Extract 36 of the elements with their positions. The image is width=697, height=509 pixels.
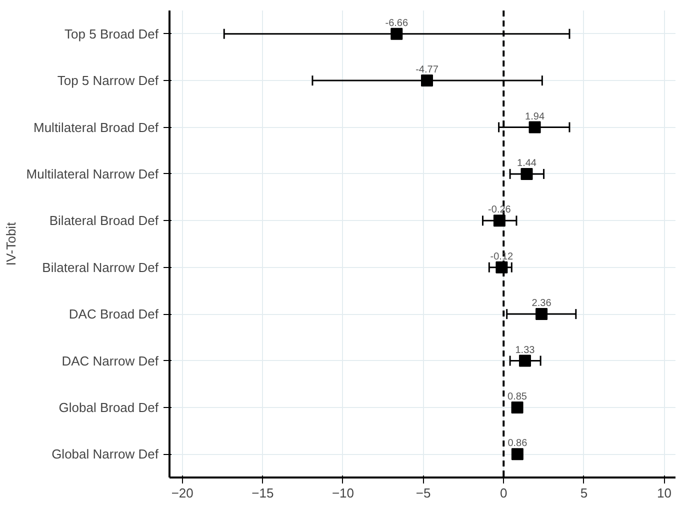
x-tick-label: −5 xyxy=(416,486,431,500)
y-tick-label: Global Broad Def xyxy=(58,400,159,415)
point xyxy=(528,121,541,134)
y-tick-label: Top 5 Broad Def xyxy=(64,26,159,42)
x-tick-label: −20 xyxy=(171,486,194,500)
data-label: -0.26 xyxy=(488,204,512,216)
y-tick-label: Bilateral Broad Def xyxy=(49,213,159,228)
y-tick-label: Global Narrow Def xyxy=(52,446,159,462)
data-label: -4.77 xyxy=(416,64,439,76)
x-tick-label: 5 xyxy=(580,486,588,500)
data-label: 0.85 xyxy=(508,391,528,402)
data-label: 1.94 xyxy=(525,111,545,122)
y-tick-label: Multilateral Broad Def xyxy=(34,120,159,135)
x-tick-label: 0 xyxy=(500,486,508,500)
x-tick-label: −15 xyxy=(252,486,274,500)
point xyxy=(520,168,533,180)
point xyxy=(511,401,524,414)
y-tick-label: Bilateral Narrow Def xyxy=(42,260,159,275)
point xyxy=(421,74,433,87)
x-tick-label: −10 xyxy=(332,486,354,500)
point xyxy=(390,28,403,40)
point xyxy=(511,448,524,460)
y-tick-label: Top 5 Narrow Def xyxy=(57,73,159,88)
data-label: 1.44 xyxy=(517,158,537,169)
y-axis-title: IV-Tobit xyxy=(3,222,18,266)
data-label: 1.33 xyxy=(515,344,536,356)
point xyxy=(518,354,531,367)
data-label: 2.36 xyxy=(532,298,552,310)
y-tick-label: Multilateral Narrow Def xyxy=(26,166,159,182)
y-tick-label: DAC Broad Def xyxy=(68,306,159,322)
data-label: -0.12 xyxy=(490,251,514,262)
y-tick-label: DAC Narrow Def xyxy=(62,353,159,368)
data-label: 0.86 xyxy=(508,438,528,450)
data-label: -6.66 xyxy=(385,18,408,29)
x-tick-label: 10 xyxy=(657,486,672,500)
point xyxy=(536,308,548,320)
